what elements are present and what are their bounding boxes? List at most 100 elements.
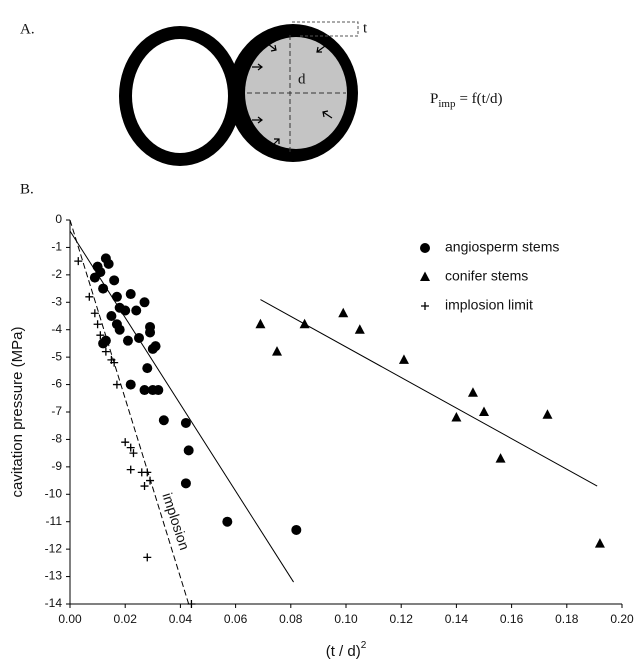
point — [495, 453, 506, 463]
point — [120, 305, 131, 316]
y-tick-label: -1 — [51, 240, 62, 254]
point — [299, 318, 310, 329]
equation-subscript: imp — [438, 98, 456, 110]
x-tick-label: 0.20 — [610, 612, 634, 626]
point — [85, 292, 94, 301]
point — [398, 354, 409, 364]
x-tick-label: 0.00 — [58, 612, 82, 626]
point — [150, 341, 161, 352]
thickness-marker — [292, 21, 359, 37]
point — [594, 538, 605, 548]
y-tick-label: -14 — [45, 596, 63, 610]
equation: Pimp = f(t/d) — [430, 91, 503, 109]
y-tick-label: -6 — [51, 377, 62, 391]
legend-marker — [420, 243, 430, 253]
point — [134, 332, 144, 343]
thickness-label: t — [363, 20, 368, 36]
point — [74, 257, 83, 266]
x-tick-label: 0.10 — [334, 612, 358, 626]
equation-base: P — [430, 91, 438, 107]
point — [129, 449, 138, 458]
x-tick-label: 0.12 — [390, 612, 414, 626]
point — [143, 553, 152, 562]
point — [158, 415, 169, 426]
diameter-label: d — [298, 71, 306, 87]
x-tick-label: 0.04 — [169, 612, 193, 626]
point — [125, 379, 136, 390]
point — [122, 335, 133, 346]
y-tick-label: -5 — [51, 349, 62, 363]
point — [187, 600, 196, 608]
y-tick-label: -11 — [46, 514, 63, 528]
cell-diagram: d t — [119, 20, 368, 166]
legend-marker — [420, 271, 430, 281]
point — [467, 387, 478, 397]
point — [139, 385, 150, 396]
y-axis-label: cavitation pressure (MPa) — [9, 327, 26, 498]
point — [110, 358, 119, 367]
fit-line — [260, 299, 598, 487]
y-tick-label: 0 — [55, 212, 62, 226]
point — [90, 309, 99, 318]
x-tick-label: 0.02 — [114, 612, 138, 626]
point — [100, 335, 111, 346]
legend-marker — [421, 302, 429, 310]
point — [109, 275, 120, 286]
point — [93, 320, 102, 329]
point — [153, 385, 164, 396]
point — [255, 318, 266, 329]
y-tick-label: -7 — [51, 404, 62, 418]
y-tick-label: -9 — [51, 459, 62, 473]
cell-lumen — [132, 39, 228, 153]
y-tick-label: -8 — [51, 432, 62, 446]
legend-label: angiosperm stems — [445, 239, 559, 255]
point — [106, 311, 117, 321]
line-annotation: implosion — [159, 491, 192, 552]
equation-rest: = f(t/d) — [459, 91, 502, 107]
x-tick-label: 0.06 — [224, 612, 248, 626]
y-tick-label: -4 — [51, 322, 62, 336]
x-tick-label: 0.16 — [500, 612, 524, 626]
y-tick-label: -10 — [45, 486, 63, 500]
point — [96, 331, 105, 340]
point — [272, 346, 282, 356]
arrows — [252, 43, 333, 147]
point — [111, 291, 122, 302]
point — [95, 267, 106, 278]
x-axis-label-base: (t / d) — [326, 643, 361, 660]
point — [338, 307, 349, 318]
fit-line — [69, 219, 190, 605]
point — [126, 443, 135, 452]
point — [126, 465, 135, 474]
x-tick-label: 0.14 — [445, 612, 469, 626]
y-tick-label: -12 — [45, 541, 63, 555]
x-tick-label: 0.18 — [555, 612, 579, 626]
point — [142, 363, 153, 374]
point — [121, 438, 130, 447]
panel-label: B. — [20, 181, 34, 197]
point — [98, 283, 109, 294]
point — [139, 297, 150, 308]
point — [146, 476, 155, 485]
legend-label: conifer stems — [445, 268, 528, 284]
point — [145, 327, 156, 338]
point — [222, 516, 233, 527]
point — [101, 347, 110, 356]
point — [103, 258, 114, 269]
point — [542, 409, 553, 419]
point — [180, 417, 191, 428]
point — [140, 482, 149, 491]
x-tick-label: 0.08 — [279, 612, 303, 626]
point — [180, 478, 191, 489]
y-tick-label: -2 — [51, 267, 62, 281]
y-tick-label: -13 — [45, 569, 63, 583]
x-axis-label-sup: 2 — [361, 640, 367, 651]
point — [479, 406, 489, 416]
point — [143, 468, 152, 477]
panel-label: A. — [20, 21, 35, 37]
point — [183, 445, 194, 456]
y-tick-label: -3 — [51, 294, 62, 308]
point — [114, 324, 125, 335]
legend-label: implosion limit — [445, 297, 533, 313]
